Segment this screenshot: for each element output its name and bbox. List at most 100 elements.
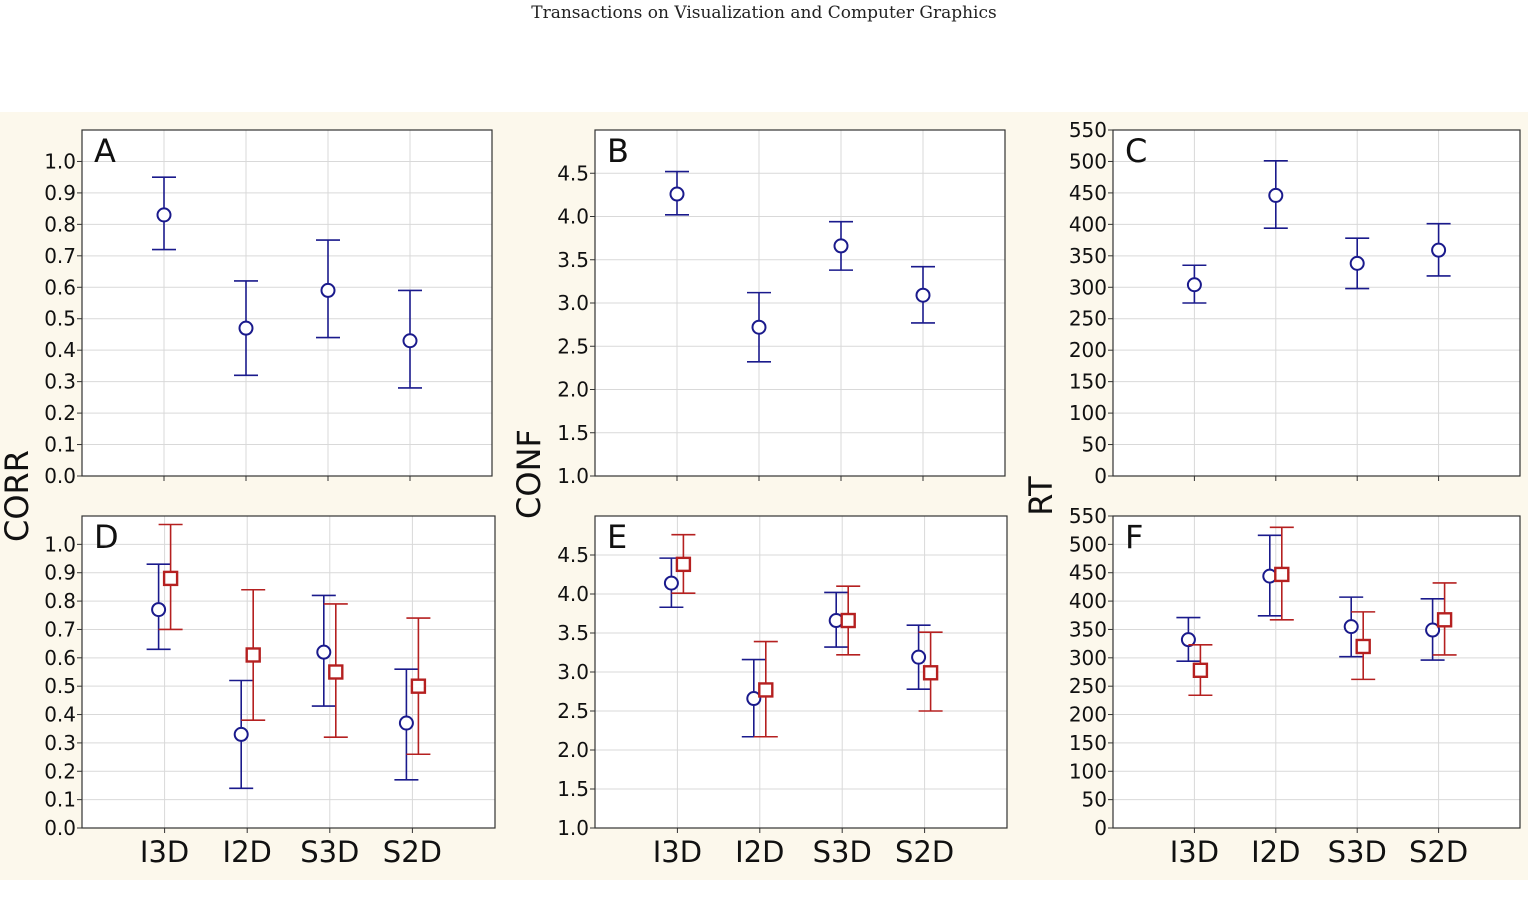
plot-area	[1113, 130, 1520, 476]
y-tick-label: 4.5	[557, 161, 589, 185]
x-tick-label: S3D	[1328, 835, 1387, 869]
mean-point-square	[1436, 612, 1453, 628]
y-tick-label: 100	[1069, 759, 1107, 783]
mean-point-circle	[1431, 242, 1447, 258]
x-tick-label: S3D	[813, 835, 872, 869]
y-tick-label: 250	[1069, 674, 1107, 698]
y-tick-label: 2.5	[557, 699, 589, 723]
y-tick-label: 4.0	[557, 205, 589, 229]
mean-point-circle	[316, 644, 332, 660]
y-tick-label: 0	[1094, 464, 1107, 488]
y-tick-label: 4.5	[557, 543, 589, 567]
y-tick-label: 0.7	[44, 617, 76, 641]
x-tick-label: I2D	[1251, 835, 1300, 869]
panel-label: F	[1125, 518, 1143, 556]
mean-point-circle	[1268, 187, 1284, 203]
y-tick-label: 2.0	[557, 738, 589, 762]
plot-frame	[594, 515, 1008, 829]
mean-point-circle	[1425, 622, 1441, 638]
y-tick-label: 250	[1069, 307, 1107, 331]
y-tick-label: 0.7	[44, 244, 76, 268]
y-tick-label: 0.0	[44, 816, 76, 840]
y-tick-label: 1.0	[557, 816, 589, 840]
mean-point-square	[328, 664, 344, 680]
panel-c: 0 50 100 150 200 250 300 350 400 450 500 550 C	[1069, 118, 1521, 488]
y-tick-label: 1.0	[557, 464, 589, 488]
mean-point-square	[1192, 662, 1209, 678]
x-tick-label: S3D	[300, 835, 359, 869]
mean-point-circle	[233, 726, 249, 742]
y-tick-label: 200	[1069, 338, 1107, 362]
y-tick-label: 0.8	[44, 589, 76, 613]
plot-frame	[81, 129, 493, 477]
mean-point-circle	[398, 715, 414, 731]
y-tick-label: 0.2	[44, 401, 76, 425]
y-tick-label: 0.0	[44, 464, 76, 488]
mean-point-circle	[1180, 632, 1196, 648]
y-tick-label: 0.4	[44, 703, 76, 727]
y-tick-label: 500	[1069, 532, 1107, 556]
panel-label: D	[94, 518, 119, 556]
y-tick-label: 100	[1069, 401, 1107, 425]
y-tick-label: 3.0	[557, 660, 589, 684]
panel-label: E	[607, 518, 627, 556]
y-tick-label: 0.3	[44, 370, 76, 394]
y-tick-label: 2.5	[557, 334, 589, 358]
y-tick-label: 1.0	[44, 149, 76, 173]
mean-point-square	[162, 570, 179, 587]
y-tick-label: 2.0	[557, 378, 589, 402]
panel-a: 0.0 0.1 0.2 0.3 0.4 0.5 0.6 0.7 0.8 0.9 1.0 A	[44, 129, 493, 488]
mean-point-circle	[751, 319, 767, 335]
plot-frame	[1112, 129, 1521, 477]
y-axis-label: CORR	[0, 450, 36, 542]
y-tick-label: 0.9	[44, 561, 76, 585]
panel-label: A	[94, 132, 116, 170]
mean-point-circle	[151, 602, 167, 618]
y-tick-label: 300	[1069, 646, 1107, 670]
y-tick-label: 3.5	[557, 248, 589, 272]
x-tick-label: I2D	[735, 835, 784, 869]
mean-point-square	[1355, 638, 1371, 655]
mean-point-circle	[746, 691, 762, 707]
y-axis-label: RT	[1022, 476, 1060, 516]
y-tick-label: 400	[1069, 212, 1107, 236]
y-tick-label: 0	[1094, 816, 1107, 840]
y-tick-label: 1.0	[44, 532, 76, 556]
mean-point-square	[758, 682, 774, 698]
y-tick-label: 400	[1069, 589, 1107, 613]
mean-point-circle	[669, 186, 685, 202]
y-tick-label: 450	[1069, 561, 1107, 585]
mean-point-circle	[1349, 255, 1365, 271]
mean-point-circle	[663, 575, 679, 591]
y-tick-label: 0.2	[44, 759, 76, 783]
y-tick-label: 50	[1082, 788, 1107, 812]
mean-point-square	[675, 556, 692, 573]
journal-header: Transactions on Visualization and Comput…	[531, 3, 997, 23]
y-tick-label: 0.4	[44, 338, 76, 362]
x-tick-label: I3D	[653, 835, 702, 869]
y-tick-label: 3.0	[557, 291, 589, 315]
y-tick-label: 200	[1069, 703, 1107, 727]
x-tick-label: I2D	[223, 835, 272, 869]
y-tick-label: 0.9	[44, 181, 76, 205]
y-tick-label: 0.3	[44, 731, 76, 755]
mean-point-circle	[156, 207, 172, 223]
mean-point-circle	[833, 238, 849, 254]
panel-f: 0 50 100 150 200 250 300 350 400 450 500 550 F I3D I2D…	[1069, 504, 1521, 869]
panel-b: 1.0 1.5 2.0 2.5 3.0 3.5 4.0 4.5 B	[557, 129, 1006, 488]
y-tick-label: 1.5	[557, 777, 589, 801]
mean-point-circle	[915, 287, 931, 303]
plot-frame	[1112, 515, 1521, 829]
mean-point-square	[922, 665, 939, 681]
y-tick-label: 0.1	[44, 433, 76, 457]
y-tick-label: 50	[1082, 433, 1107, 457]
y-axis-label: CONF	[510, 429, 548, 519]
y-tick-label: 0.5	[44, 674, 76, 698]
mean-point-circle	[402, 333, 418, 349]
plot-area	[82, 516, 495, 828]
mean-point-circle	[320, 282, 336, 298]
y-tick-label: 150	[1069, 731, 1107, 755]
x-tick-label: S2D	[383, 835, 442, 869]
mean-point-circle	[911, 649, 927, 665]
